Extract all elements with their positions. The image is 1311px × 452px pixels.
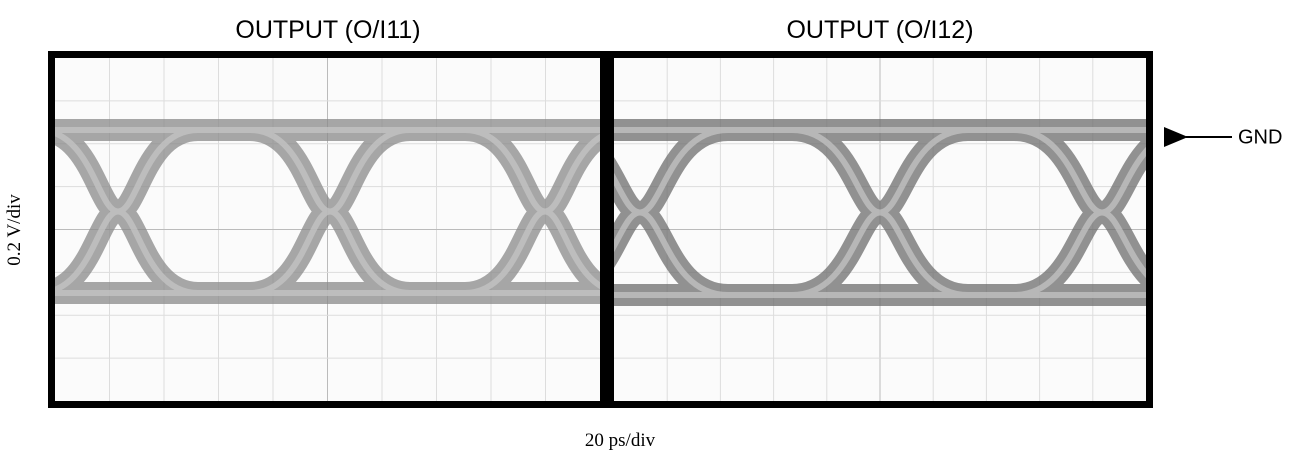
panel-title: OUTPUT (O/I12) xyxy=(786,16,973,44)
figure: OUTPUT (O/I11) OUTPUT (O/I12) 0.2 V/div … xyxy=(0,0,1311,452)
panels xyxy=(38,55,1190,405)
y-axis-label: 0.2 V/div xyxy=(4,194,25,266)
panel-title: OUTPUT (O/I11) xyxy=(235,16,420,44)
gnd-label: GND xyxy=(1238,126,1282,148)
x-axis-label: 20 ps/div xyxy=(585,430,656,451)
